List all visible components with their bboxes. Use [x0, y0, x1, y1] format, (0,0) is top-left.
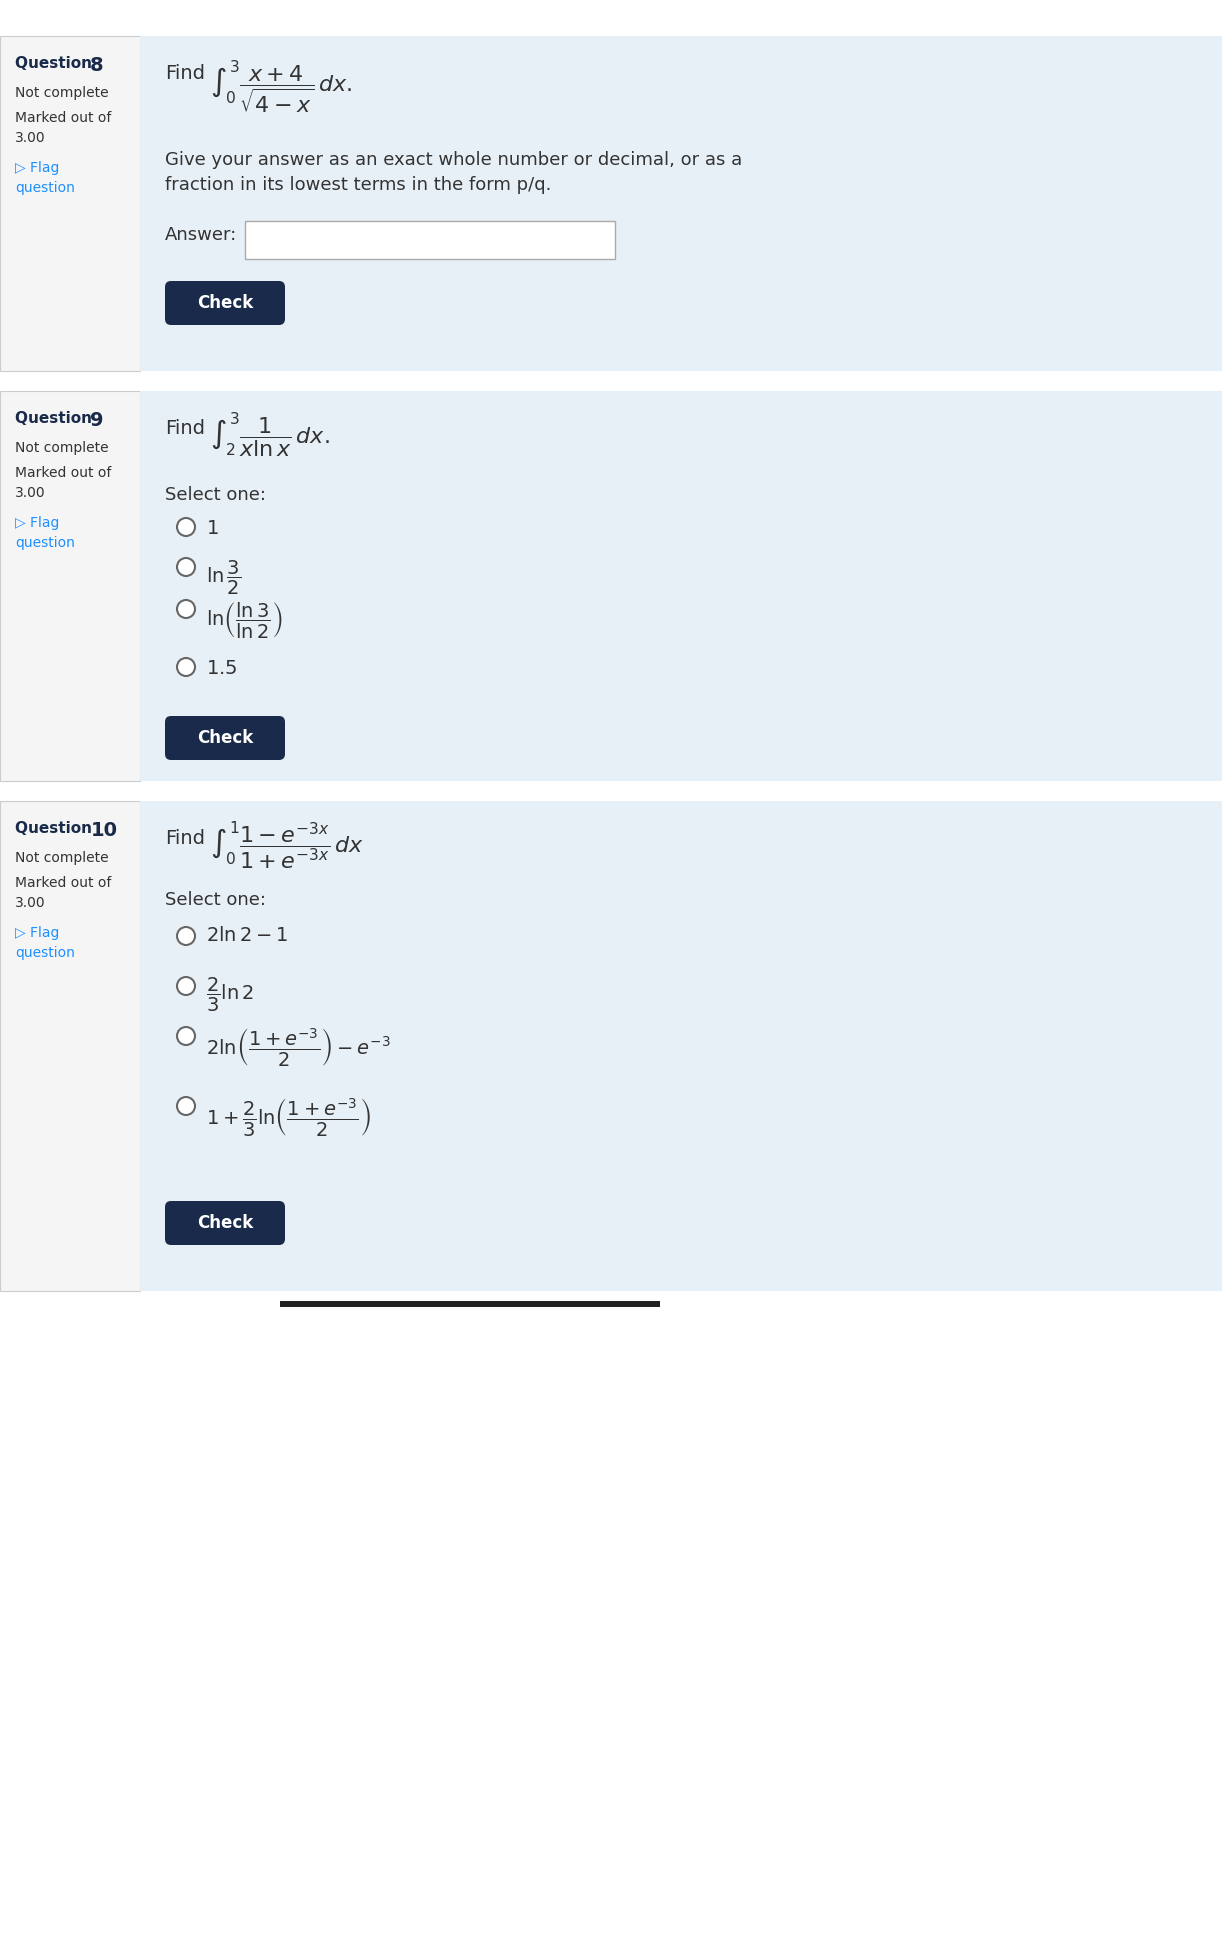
FancyBboxPatch shape [165, 716, 285, 761]
Bar [0, 391, 141, 780]
Bar [0, 802, 141, 1291]
Circle shape [177, 978, 196, 995]
Circle shape [177, 558, 196, 577]
Text: Not complete: Not complete [15, 85, 109, 101]
Text: $1.5$: $1.5$ [207, 658, 237, 678]
Text: ▷ Flag: ▷ Flag [15, 925, 60, 941]
Circle shape [177, 1098, 196, 1115]
Text: 8: 8 [90, 56, 104, 76]
Text: $1 + \dfrac{2}{3}\ln\!\left(\dfrac{1+e^{-3}}{2}\right)$: $1 + \dfrac{2}{3}\ln\!\left(\dfrac{1+e^{… [207, 1096, 371, 1138]
Text: $\ln\!\left(\dfrac{\ln 3}{\ln 2}\right)$: $\ln\!\left(\dfrac{\ln 3}{\ln 2}\right)$ [207, 600, 282, 641]
Text: ▷ Flag: ▷ Flag [15, 517, 60, 530]
Text: $\ln\dfrac{3}{2}$: $\ln\dfrac{3}{2}$ [207, 560, 242, 596]
Text: fraction in its lowest terms in the form p/q.: fraction in its lowest terms in the form… [165, 176, 551, 194]
Circle shape [177, 927, 196, 945]
Text: question: question [15, 536, 75, 550]
Text: ▷ Flag: ▷ Flag [15, 161, 60, 174]
Bar [280, 1301, 660, 1307]
Text: Marked out of: Marked out of [15, 467, 111, 480]
Bar [141, 802, 1222, 1291]
Text: 9: 9 [90, 410, 104, 430]
Text: Marked out of: Marked out of [15, 110, 111, 126]
Text: Question: Question [15, 821, 98, 836]
Text: Question: Question [15, 410, 98, 426]
Bar [141, 37, 1222, 372]
Bar [0, 37, 141, 372]
Text: Give your answer as an exact whole number or decimal, or as a: Give your answer as an exact whole numbe… [165, 151, 742, 168]
Circle shape [177, 658, 196, 676]
Text: Select one:: Select one: [165, 891, 266, 910]
Bar [141, 391, 1222, 780]
Text: Answer:: Answer: [165, 227, 237, 244]
Text: 3.00: 3.00 [15, 486, 45, 499]
Text: $\int_0^1 \dfrac{1-e^{-3x}}{1+e^{-3x}}\,dx$: $\int_0^1 \dfrac{1-e^{-3x}}{1+e^{-3x}}\,… [210, 819, 364, 871]
Circle shape [177, 1026, 196, 1045]
Text: $\int_2^3 \dfrac{1}{x\ln x}\,dx.$: $\int_2^3 \dfrac{1}{x\ln x}\,dx.$ [210, 410, 330, 461]
FancyBboxPatch shape [165, 281, 285, 325]
Bar [0, 0, 1222, 37]
Text: 10: 10 [90, 821, 119, 840]
Text: Check: Check [197, 294, 253, 312]
Text: $\dfrac{2}{3}\ln 2$: $\dfrac{2}{3}\ln 2$ [207, 976, 254, 1014]
Text: $2\ln\!\left(\dfrac{1+e^{-3}}{2}\right) - e^{-3}$: $2\ln\!\left(\dfrac{1+e^{-3}}{2}\right) … [207, 1026, 391, 1069]
Text: Find: Find [165, 64, 205, 83]
Text: $\int_0^3 \dfrac{x+4}{\sqrt{4-x}}\,dx.$: $\int_0^3 \dfrac{x+4}{\sqrt{4-x}}\,dx.$ [210, 58, 352, 116]
Circle shape [177, 600, 196, 618]
Bar [244, 221, 615, 259]
Text: question: question [15, 180, 75, 196]
Text: Check: Check [197, 1214, 253, 1231]
Text: Check: Check [197, 730, 253, 747]
Text: 3.00: 3.00 [15, 896, 45, 910]
Text: $2\ln 2 - 1$: $2\ln 2 - 1$ [207, 925, 288, 945]
Text: Question: Question [15, 56, 98, 72]
Text: Marked out of: Marked out of [15, 875, 111, 891]
Text: Not complete: Not complete [15, 852, 109, 865]
Text: Find: Find [165, 829, 205, 848]
Text: Not complete: Not complete [15, 441, 109, 455]
Text: Select one:: Select one: [165, 486, 266, 503]
Text: Find: Find [165, 418, 205, 438]
Circle shape [177, 519, 196, 536]
FancyBboxPatch shape [165, 1200, 285, 1245]
Text: question: question [15, 947, 75, 960]
Text: 3.00: 3.00 [15, 132, 45, 145]
Text: $1$: $1$ [207, 519, 219, 538]
